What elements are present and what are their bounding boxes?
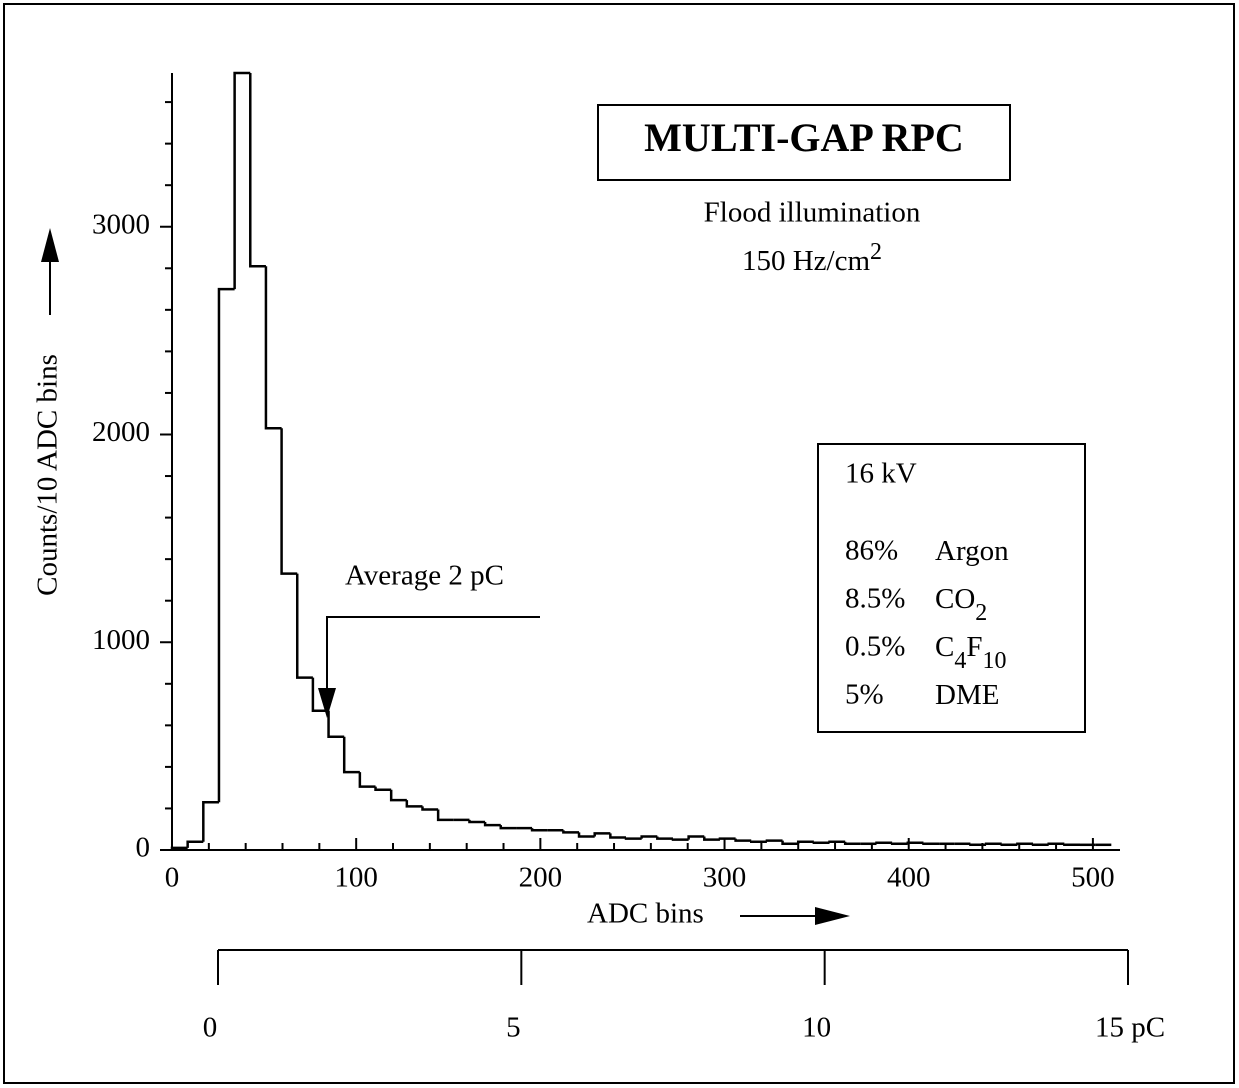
x2-tick-label: 10 bbox=[802, 1012, 831, 1044]
x-label-arrowhead bbox=[815, 907, 850, 925]
histogram-bin bbox=[577, 832, 595, 838]
annotation-arrowhead bbox=[318, 688, 336, 718]
histogram-bin bbox=[671, 838, 689, 841]
histogram-bin bbox=[421, 806, 439, 811]
histogram-bin bbox=[468, 819, 486, 824]
gas-name: C4F10 bbox=[935, 631, 1006, 674]
x2-tick-label: 0 bbox=[203, 1012, 218, 1044]
annotation-arrow bbox=[326, 616, 540, 690]
histogram-bin bbox=[609, 833, 627, 839]
histogram-bin bbox=[483, 821, 501, 827]
title-box bbox=[597, 104, 1011, 181]
histogram-bin bbox=[1000, 843, 1018, 847]
y-tick-label: 3000 bbox=[92, 208, 150, 240]
histogram-bin bbox=[656, 836, 673, 840]
histogram-bin bbox=[249, 73, 266, 268]
histogram-bin bbox=[499, 825, 517, 830]
y-tick-label: 2000 bbox=[92, 416, 150, 448]
histogram-bin bbox=[405, 800, 423, 808]
histogram-bin bbox=[311, 677, 329, 713]
histogram-bin bbox=[734, 838, 752, 842]
histogram-bin bbox=[217, 287, 235, 803]
histogram-bin bbox=[687, 835, 705, 840]
y-axis-label: Counts/10 ADC bins bbox=[32, 354, 64, 596]
histogram-bin bbox=[969, 843, 987, 847]
gas-fraction: 86% bbox=[845, 535, 898, 567]
histogram-bin bbox=[796, 840, 814, 844]
conditions-box bbox=[817, 443, 1086, 733]
histogram-bin bbox=[828, 840, 846, 843]
gas-name-part: C bbox=[935, 631, 954, 663]
gas-name-sub: 2 bbox=[975, 600, 987, 626]
histogram-bin bbox=[233, 71, 251, 290]
histogram-bin bbox=[1031, 843, 1049, 847]
histogram-bin bbox=[781, 840, 799, 846]
gas-name-part: CO bbox=[935, 583, 975, 615]
histogram-bin bbox=[593, 832, 611, 837]
gas-name-sub: 10 bbox=[982, 648, 1006, 674]
histogram-bin bbox=[906, 841, 924, 844]
subtitle: Flood illumination bbox=[704, 197, 921, 229]
histogram-bin bbox=[875, 841, 893, 844]
gas-name: DME bbox=[935, 679, 999, 711]
x-tick-label: 200 bbox=[519, 862, 563, 894]
x-tick-label: 300 bbox=[703, 862, 747, 894]
voltage: 16 kV bbox=[845, 458, 917, 490]
gas-fraction: 5% bbox=[845, 679, 884, 711]
y-label-arrowhead bbox=[41, 228, 59, 262]
histogram-bin bbox=[358, 772, 376, 788]
gas-fraction: 8.5% bbox=[845, 583, 905, 615]
histogram-bin bbox=[984, 842, 1002, 846]
gas-name-part: Argon bbox=[935, 535, 1009, 567]
histogram-bin bbox=[1063, 843, 1081, 847]
histogram-bin bbox=[202, 800, 219, 842]
x2-tick-label: 15 pC bbox=[1095, 1012, 1165, 1044]
gas-name: Argon bbox=[935, 535, 1009, 567]
frame bbox=[3, 3, 1235, 1084]
histogram-bin bbox=[170, 846, 188, 850]
x2-tick-label: 5 bbox=[506, 1012, 521, 1044]
gas-name: CO2 bbox=[935, 583, 987, 626]
x-tick-label: 400 bbox=[887, 862, 931, 894]
histogram-bin bbox=[843, 841, 861, 846]
histogram-bin bbox=[624, 837, 642, 840]
histogram-bin bbox=[562, 830, 580, 834]
x-axis-label: ADC bins bbox=[587, 898, 704, 930]
histogram-bin bbox=[1047, 842, 1065, 846]
histogram-bin bbox=[703, 836, 720, 841]
y-tick-label: 0 bbox=[136, 832, 151, 864]
x-tick-label: 100 bbox=[334, 862, 378, 894]
histogram-bin bbox=[295, 573, 313, 679]
histogram-bin bbox=[718, 837, 736, 840]
histogram-bin bbox=[280, 428, 298, 575]
histogram-bin bbox=[374, 786, 392, 792]
histogram-bin bbox=[812, 841, 830, 844]
x-tick-label: 0 bbox=[165, 862, 180, 894]
histogram-bin bbox=[765, 839, 783, 842]
annotation: Average 2 pC bbox=[345, 560, 504, 592]
histogram-bin bbox=[530, 828, 548, 832]
rate: 150 Hz/cm2 bbox=[742, 239, 882, 277]
gas-name-part: DME bbox=[935, 679, 999, 711]
rate-sup: 2 bbox=[870, 239, 882, 265]
histogram-bin bbox=[264, 266, 282, 430]
histogram-bin bbox=[922, 842, 940, 846]
histogram-bin bbox=[749, 840, 767, 843]
gas-fraction: 0.5% bbox=[845, 631, 905, 663]
chart-title: MULTI-GAP RPC bbox=[644, 115, 964, 160]
histogram-bin bbox=[186, 840, 204, 848]
gas-name-part: F bbox=[966, 631, 982, 663]
histogram-bin bbox=[890, 842, 908, 846]
histogram-bin bbox=[640, 835, 658, 839]
gas-name-sub: 4 bbox=[954, 648, 966, 674]
y-tick-label: 1000 bbox=[92, 624, 150, 656]
histogram-bin bbox=[389, 789, 407, 802]
rate-text: 150 Hz/cm bbox=[742, 245, 870, 277]
histogram-bin bbox=[327, 710, 345, 739]
histogram-bin bbox=[436, 809, 454, 822]
histogram-bin bbox=[342, 736, 360, 774]
x-tick-label: 500 bbox=[1071, 862, 1115, 894]
histogram-bin bbox=[1016, 842, 1034, 846]
